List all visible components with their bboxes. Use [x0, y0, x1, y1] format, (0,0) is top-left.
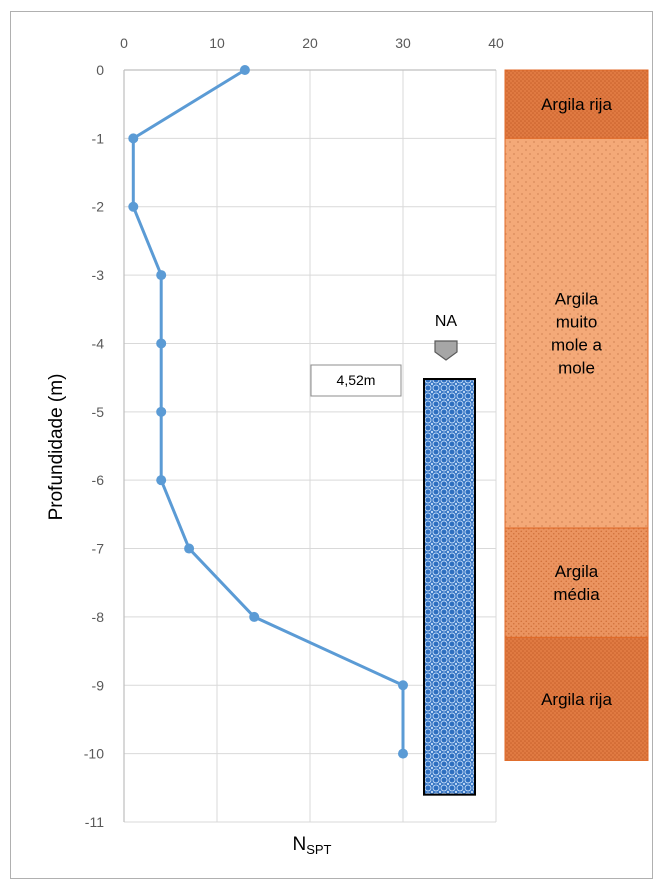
x-axis-label: NSPT [292, 834, 331, 857]
stratum-1-label-line-2: mole a [551, 336, 603, 355]
stratum-2-pattern [504, 527, 649, 638]
y-tick-label-5: -5 [92, 404, 105, 420]
x-tick-labels: 0 10 20 30 40 [120, 35, 504, 51]
y-tick-label-3: -3 [92, 267, 105, 283]
y-tick-labels: 0 -1 -2 -3 -4 -5 -6 -7 -8 -9 -10 -11 [84, 62, 104, 830]
stratum-1-label-line-1: muito [556, 313, 598, 332]
water-level-marker-icon [434, 340, 458, 361]
x-tick-label-0: 0 [120, 35, 128, 51]
stratum-1-pattern [504, 137, 649, 529]
x-axis-label-main: N [292, 834, 306, 855]
series-point-5 [156, 406, 167, 417]
stratum-0-pattern [504, 69, 649, 139]
series-point-10 [398, 748, 408, 759]
x-axis-label-subscript: SPT [306, 842, 331, 857]
series-point-8 [249, 611, 260, 622]
series-point-7 [184, 543, 195, 554]
y-tick-label-11: -11 [85, 814, 104, 830]
stratum-1-label-line-3: mole [558, 359, 595, 378]
y-tick-label-2: -2 [92, 199, 105, 215]
x-tick-label-1: 10 [209, 35, 225, 51]
x-tick-label-4: 40 [488, 35, 504, 51]
stratum-0-label: Argila rija [541, 95, 612, 114]
stratum-3-pattern [504, 636, 649, 761]
stratum-2-label-line-0: Argila [555, 562, 599, 581]
series-point-6 [156, 475, 167, 486]
y-tick-label-10: -10 [84, 746, 104, 762]
water-level-bar [423, 378, 476, 796]
stratum-1-label: Argila muito mole a mole [551, 290, 603, 378]
y-tick-label-8: -8 [92, 609, 105, 625]
stratum-3-label: Argila rija [541, 690, 612, 709]
series-point-0 [239, 65, 250, 75]
series-point-3 [156, 270, 167, 281]
nspt-series [128, 65, 408, 759]
stratum-0-label-line-0: Argila rija [541, 95, 612, 114]
y-tick-label-0: 0 [96, 62, 104, 78]
stratum-2-label: Argila média [553, 562, 600, 604]
water-level-label: NA [435, 313, 458, 330]
series-point-4 [156, 338, 167, 349]
water-depth-label: 4,52m [337, 372, 376, 388]
grid-lines [123, 69, 497, 823]
y-tick-label-7: -7 [92, 541, 105, 557]
soil-strata-column: Argila rija Argila muito mole a mole Argila mé… [504, 69, 649, 761]
y-tick-label-4: -4 [92, 335, 105, 351]
series-point-9 [398, 680, 408, 691]
y-tick-label-1: -1 [92, 130, 105, 146]
y-axis-label: Profundidade (m) [46, 374, 67, 521]
stratum-1-label-line-0: Argila [555, 290, 599, 309]
stratum-2-label-line-1: média [553, 585, 600, 604]
water-depth-box [310, 364, 402, 397]
y-tick-label-6: -6 [92, 472, 105, 488]
water-column: 4,52m NA [310, 313, 476, 796]
x-tick-label-3: 30 [395, 35, 411, 51]
stratum-3-label-line-0: Argila rija [541, 690, 612, 709]
series-point-2 [128, 201, 139, 212]
x-tick-label-2: 20 [302, 35, 318, 51]
series-point-1 [128, 133, 139, 144]
y-tick-label-9: -9 [92, 677, 105, 693]
